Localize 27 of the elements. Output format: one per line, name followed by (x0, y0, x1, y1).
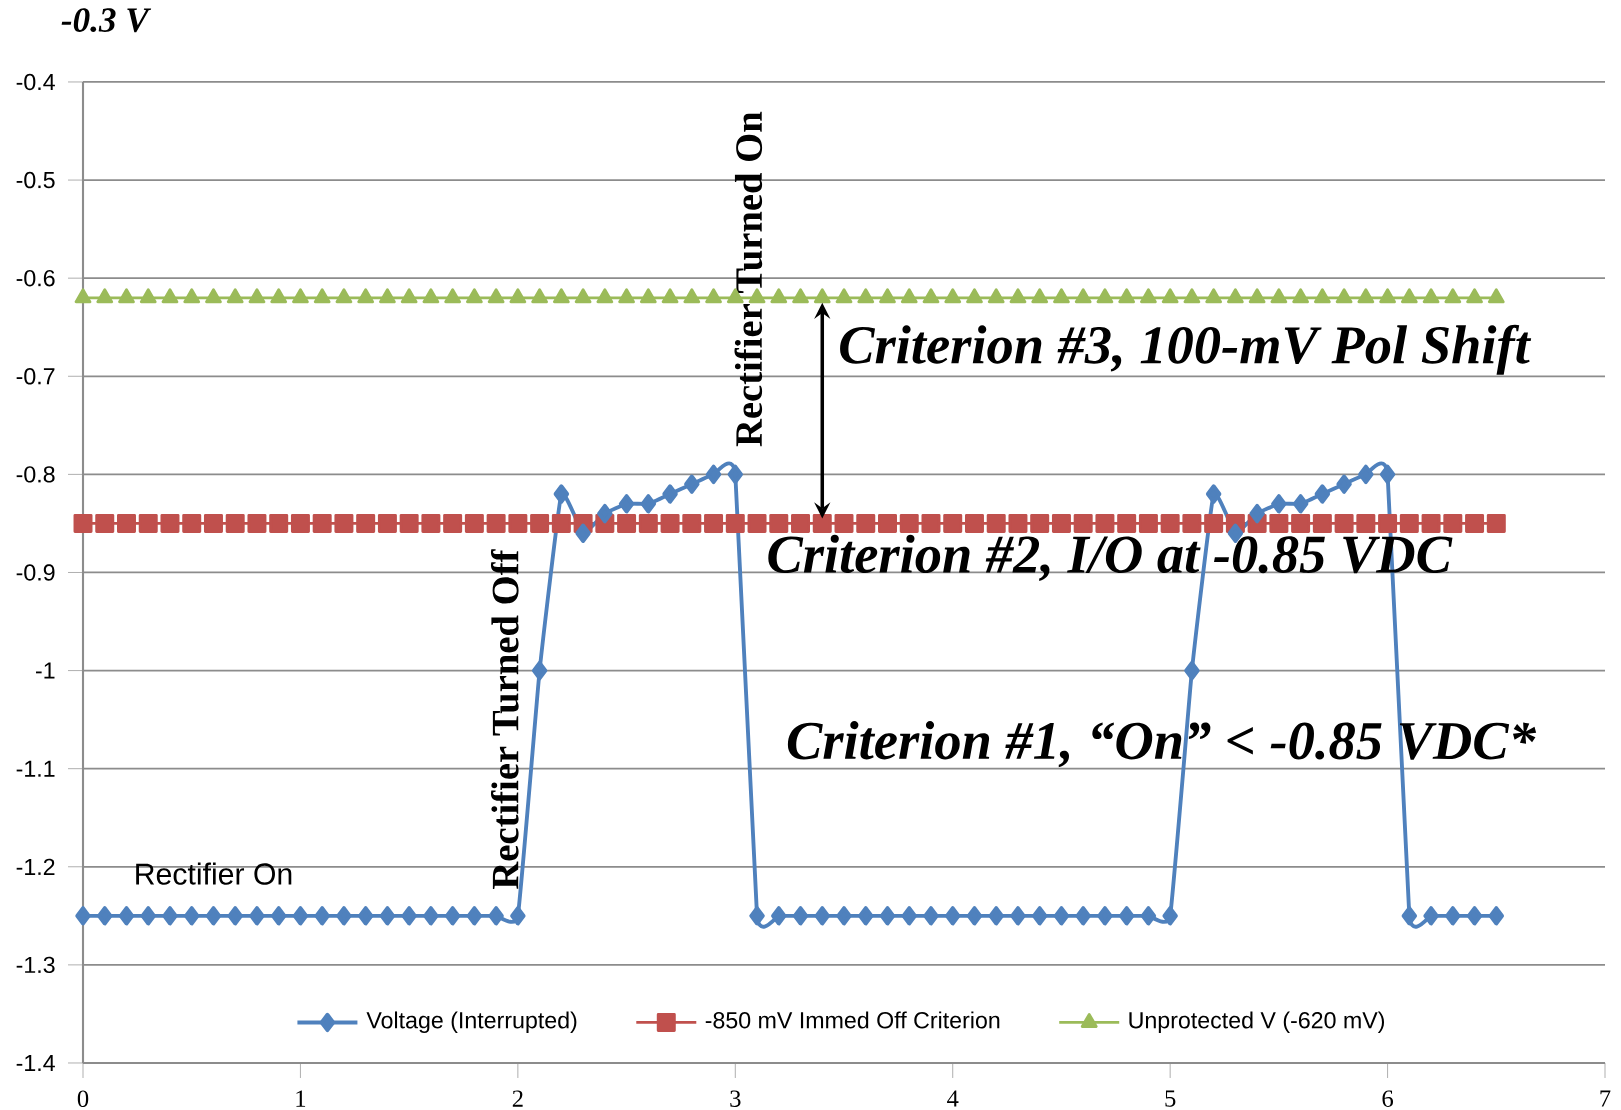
y-tick-label: -1.2 (16, 858, 55, 875)
legend-label: Unprotected V (-620 mV) (1129, 1011, 1385, 1034)
x-tick-label: 2 (512, 1090, 523, 1107)
annotation: Criterion #3, 100-mV Pol Shift (840, 324, 1532, 375)
x-tick-label: 5 (1165, 1090, 1176, 1107)
legend-label: Voltage (Interrupted) (366, 1011, 577, 1034)
annotation: Rectifier Turned Off (490, 549, 519, 889)
annotation: Rectifier Turned On (734, 111, 763, 447)
y-tick-label: -1.3 (16, 956, 55, 974)
y-tick-label: -1.1 (16, 760, 55, 777)
x-tick-label: 4 (947, 1090, 959, 1107)
y-tick-label: -1.4 (16, 1054, 55, 1071)
annotation: Rectifier On (136, 862, 292, 885)
x-tick-label: 6 (1382, 1090, 1394, 1107)
y-tick-label: -0.8 (16, 466, 55, 483)
x-tick-label: 3 (730, 1090, 741, 1107)
y-tick-label: -0.7 (16, 368, 55, 385)
y-tick-label: -0.4 (16, 73, 55, 91)
x-tick-label: 1 (296, 1090, 306, 1107)
text: -0.3 V (61, 8, 152, 33)
legend-label: -850 mV Immed Off Criterion (705, 1011, 1000, 1029)
y-tick-label: -0.9 (16, 564, 55, 581)
x-tick-label: 7 (1600, 1090, 1611, 1107)
y-tick-label: -0.5 (16, 171, 55, 189)
y-tick-label: -1 (36, 662, 55, 679)
x-tick-label: 0 (77, 1090, 89, 1107)
y-tick-label: -0.6 (16, 269, 55, 287)
